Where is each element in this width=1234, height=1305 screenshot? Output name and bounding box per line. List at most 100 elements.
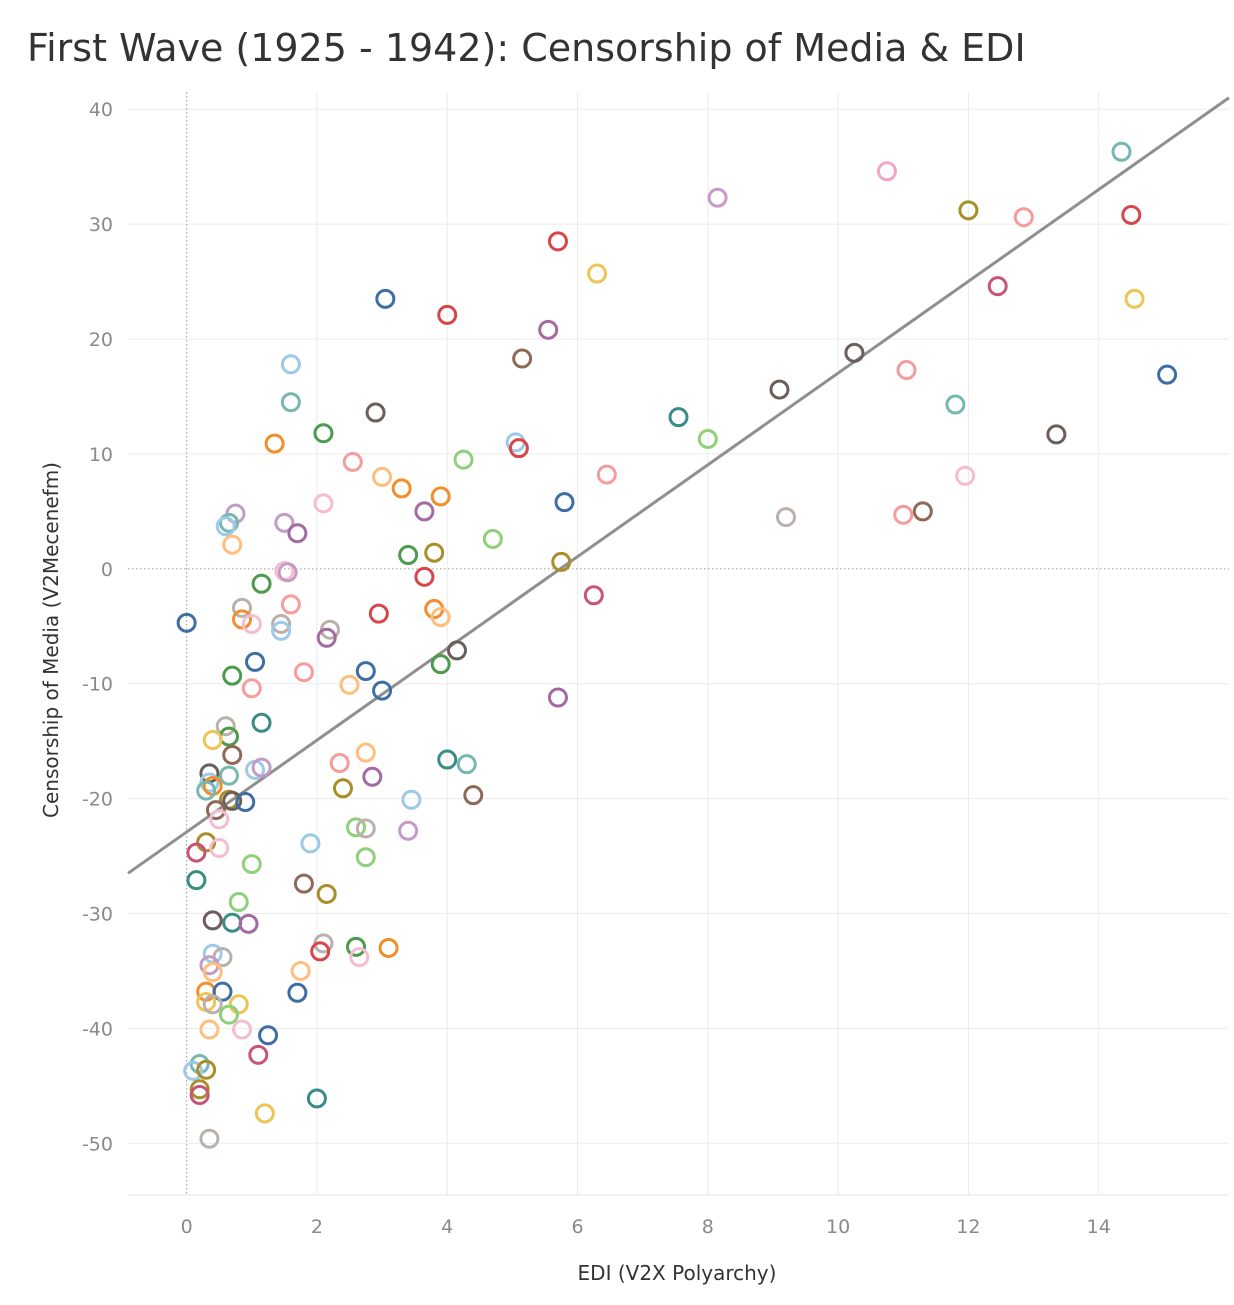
x-axis-ticks: 0 2 4 6 8 10 12 14	[181, 1216, 1111, 1238]
data-point	[598, 466, 615, 483]
data-point	[204, 732, 221, 749]
data-point	[416, 503, 433, 520]
data-point	[670, 409, 687, 426]
data-point	[188, 844, 205, 861]
y-tick-label: -10	[82, 674, 113, 696]
data-point	[357, 849, 374, 866]
data-point	[341, 676, 358, 693]
data-point	[364, 768, 381, 785]
data-point	[585, 587, 602, 604]
data-point	[295, 664, 312, 681]
data-point	[302, 835, 319, 852]
data-point	[416, 568, 433, 585]
data-point	[289, 984, 306, 1001]
data-point	[914, 503, 931, 520]
data-point	[432, 656, 449, 673]
gridlines	[128, 92, 1229, 1195]
data-point	[1123, 206, 1140, 223]
data-point	[224, 536, 241, 553]
data-point	[957, 467, 974, 484]
data-point	[331, 754, 348, 771]
y-tick-label: -30	[82, 904, 113, 926]
data-point	[898, 362, 915, 379]
data-point	[344, 453, 361, 470]
data-point	[224, 914, 241, 931]
x-tick-label: 2	[311, 1216, 323, 1238]
data-point	[448, 642, 465, 659]
data-point	[315, 425, 332, 442]
x-tick-label: 10	[826, 1216, 850, 1238]
data-point	[282, 394, 299, 411]
y-tick-label: -40	[82, 1018, 113, 1040]
data-point	[260, 1027, 277, 1044]
y-tick-label: 0	[101, 559, 113, 581]
data-point	[266, 435, 283, 452]
data-point	[220, 1006, 237, 1023]
data-point	[895, 506, 912, 523]
data-point	[589, 265, 606, 282]
data-point	[282, 596, 299, 613]
data-point	[234, 1021, 251, 1038]
data-point	[295, 875, 312, 892]
data-point	[400, 822, 417, 839]
data-point	[250, 1046, 267, 1063]
data-point	[256, 1105, 273, 1122]
y-tick-label: 40	[89, 99, 113, 121]
trend-line	[128, 98, 1229, 874]
data-point	[403, 791, 420, 808]
y-tick-label: 30	[89, 214, 113, 236]
data-point	[243, 856, 260, 873]
trend-line-group	[128, 98, 1229, 874]
data-point	[253, 714, 270, 731]
data-point	[217, 718, 234, 735]
x-tick-label: 0	[181, 1216, 193, 1238]
data-point	[201, 1130, 218, 1147]
data-point	[377, 290, 394, 307]
data-point	[334, 780, 351, 797]
data-point	[846, 344, 863, 361]
data-point	[432, 488, 449, 505]
data-point	[292, 962, 309, 979]
data-point	[220, 767, 237, 784]
data-point	[426, 544, 443, 561]
data-point	[230, 996, 247, 1013]
data-point	[549, 689, 566, 706]
y-tick-label: 10	[89, 444, 113, 466]
data-point	[243, 680, 260, 697]
data-point	[357, 663, 374, 680]
x-tick-label: 12	[956, 1216, 980, 1238]
data-point	[1126, 290, 1143, 307]
data-point	[400, 547, 417, 564]
data-points	[178, 143, 1175, 1147]
x-tick-label: 8	[702, 1216, 714, 1238]
data-point	[380, 939, 397, 956]
data-point	[247, 653, 264, 670]
data-point	[393, 480, 410, 497]
data-point	[549, 233, 566, 250]
data-point	[201, 1021, 218, 1038]
x-tick-label: 14	[1087, 1216, 1111, 1238]
data-point	[357, 744, 374, 761]
data-point	[484, 530, 501, 547]
data-point	[224, 667, 241, 684]
data-point	[220, 728, 237, 745]
data-point	[315, 495, 332, 512]
data-point	[240, 915, 257, 932]
zero-reference-lines	[128, 92, 1229, 1195]
data-point	[1113, 143, 1130, 160]
data-point	[771, 381, 788, 398]
data-point	[204, 912, 221, 929]
data-point	[224, 746, 241, 763]
data-point	[556, 494, 573, 511]
data-point	[709, 189, 726, 206]
data-point	[253, 575, 270, 592]
data-point	[370, 605, 387, 622]
y-axis-ticks: 40 30 20 10 0 -10 -20 -30 -40 -50	[82, 99, 113, 1155]
data-point	[230, 894, 247, 911]
y-tick-label: 20	[89, 329, 113, 351]
data-point	[367, 404, 384, 421]
y-tick-label: -20	[82, 789, 113, 811]
data-point	[351, 949, 368, 966]
data-point	[188, 872, 205, 889]
x-tick-label: 4	[441, 1216, 453, 1238]
